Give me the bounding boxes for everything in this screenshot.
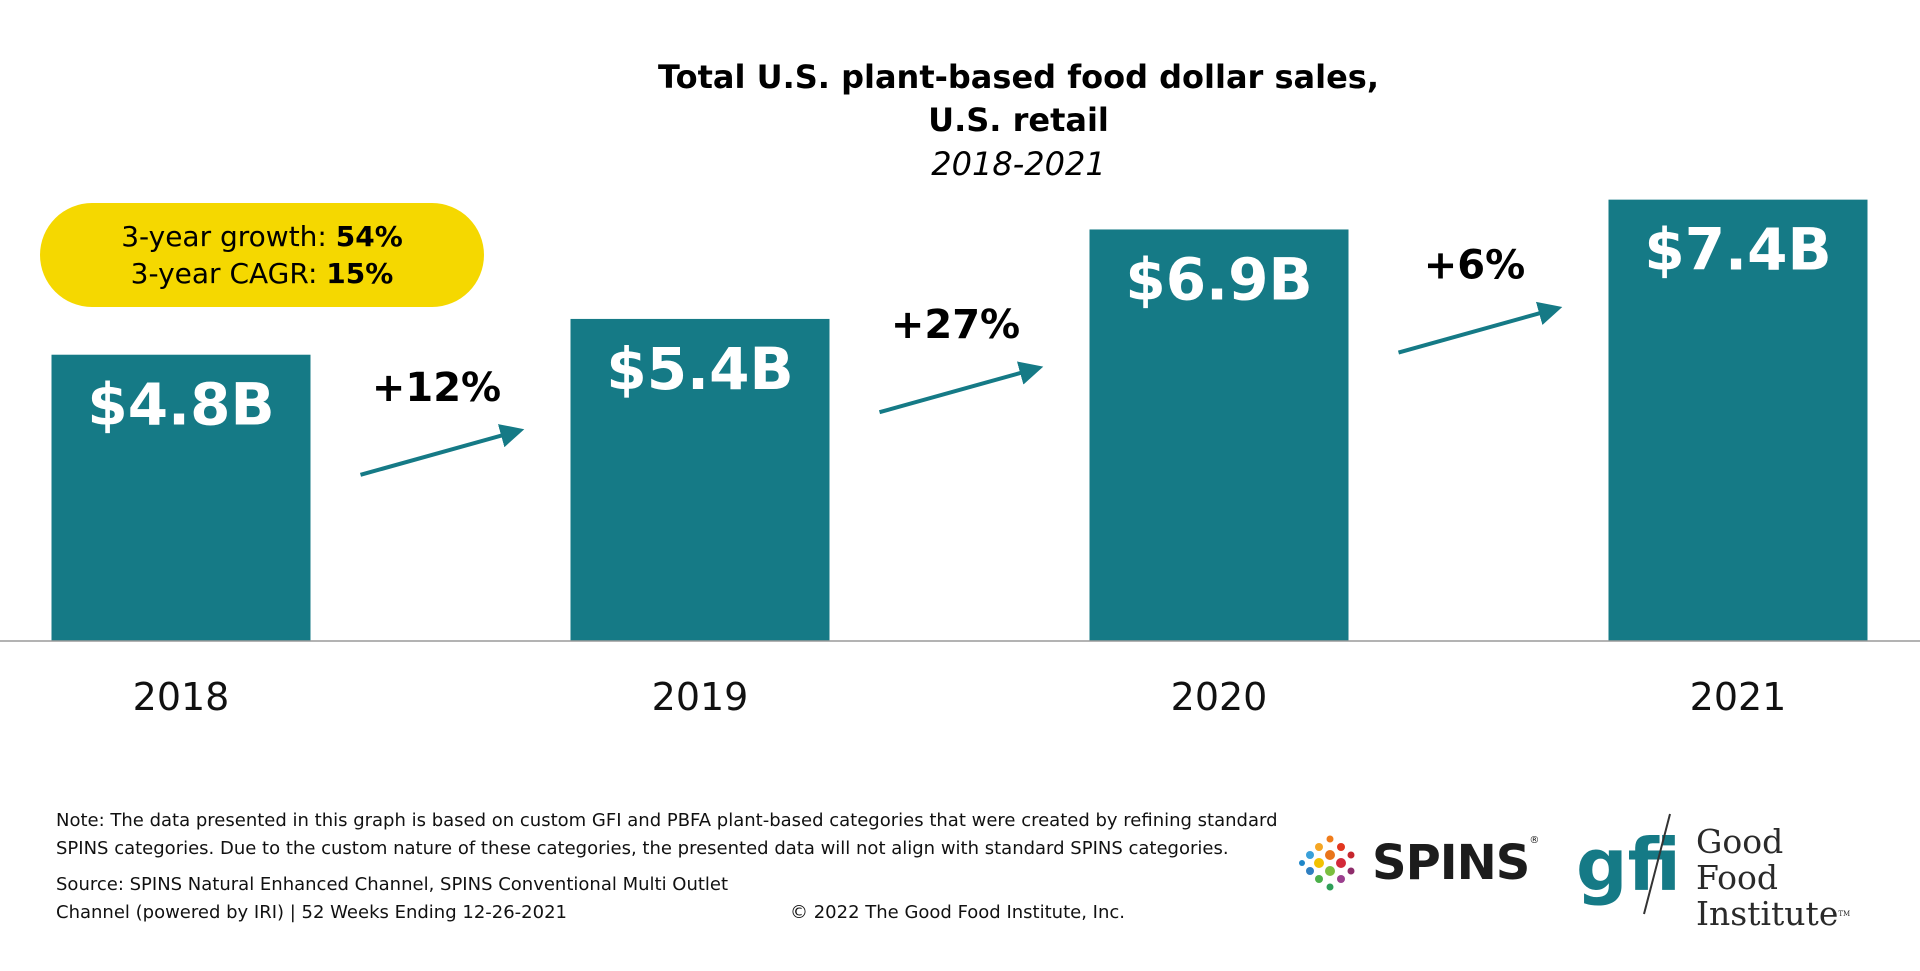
bar-2020	[1089, 229, 1349, 641]
growth-callout: 3-year growth: 54% 3-year CAGR: 15%	[40, 203, 484, 307]
bar-value-label-2021: $7.4B	[1644, 216, 1831, 284]
growth-arrow-3	[1397, 301, 1563, 355]
footnote: Note: The data presented in this graph i…	[56, 807, 1296, 863]
cagr-label: 3-year CAGR:	[130, 257, 327, 290]
source-note: Source: SPINS Natural Enhanced Channel, …	[56, 871, 776, 927]
x-tick-label-2020: 2020	[1171, 675, 1268, 719]
gfi-name-line1: Good Food	[1696, 822, 1784, 897]
copyright: © 2022 The Good Food Institute, Inc.	[790, 902, 1125, 923]
gfi-logo: gfi Good Food InstituteTM	[1574, 810, 1874, 932]
x-tick-label-2021: 2021	[1690, 675, 1787, 719]
gfi-wordmark: Good Food InstituteTM	[1696, 824, 1874, 932]
growth-value: 54%	[335, 220, 403, 253]
chart-title-line1: Total U.S. plant-based food dollar sales…	[658, 58, 1379, 96]
bar-2021	[1608, 199, 1868, 641]
gfi-mark: gfi	[1576, 813, 1681, 915]
bar-2018	[51, 354, 311, 641]
chart-subtitle-years: 2018-2021	[931, 145, 1106, 183]
cagr-value: 15%	[326, 257, 394, 290]
x-tick-label-2018: 2018	[133, 675, 230, 719]
source-line-1: Source: SPINS Natural Enhanced Channel, …	[56, 874, 729, 895]
growth-callout-line: 3-year growth: 54%	[121, 218, 403, 255]
growth-arrow-2	[878, 361, 1044, 415]
bar-value-label-2018: $4.8B	[87, 371, 274, 439]
spins-globe-icon	[1299, 835, 1355, 891]
gfi-divider	[1643, 813, 1671, 915]
gfi-name-line2: InstituteTM	[1696, 894, 1851, 933]
growth-label-1: +12%	[372, 365, 501, 411]
spins-wordmark: SPINS®	[1372, 835, 1539, 891]
bar-value-label-2019: $5.4B	[606, 335, 793, 403]
source-line-2: Channel (powered by IRI) | 52 Weeks Endi…	[56, 902, 567, 923]
spins-logo: SPINS®	[1297, 833, 1539, 893]
bar-chart: +12% +27% +6% $4.8B 2018 $5.4B 2019 $6.9B 2020 $…	[0, 199, 1920, 719]
growth-label-2: +27%	[891, 302, 1020, 348]
note-line-2: SPINS categories. Due to the custom natu…	[56, 838, 1229, 859]
chart-title-line2: U.S. retail	[928, 101, 1109, 139]
chart-title: Total U.S. plant-based food dollar sales…	[0, 56, 1920, 186]
x-tick-label-2019: 2019	[652, 675, 749, 719]
growth-label-3: +6%	[1424, 243, 1525, 289]
note-line-1: Note: The data presented in this graph i…	[56, 810, 1278, 831]
cagr-callout-line: 3-year CAGR: 15%	[131, 255, 394, 292]
growth-label: 3-year growth:	[121, 220, 336, 253]
bar-value-label-2020: $6.9B	[1125, 245, 1312, 313]
bar-2019	[570, 318, 830, 641]
growth-arrow-1	[359, 424, 525, 477]
